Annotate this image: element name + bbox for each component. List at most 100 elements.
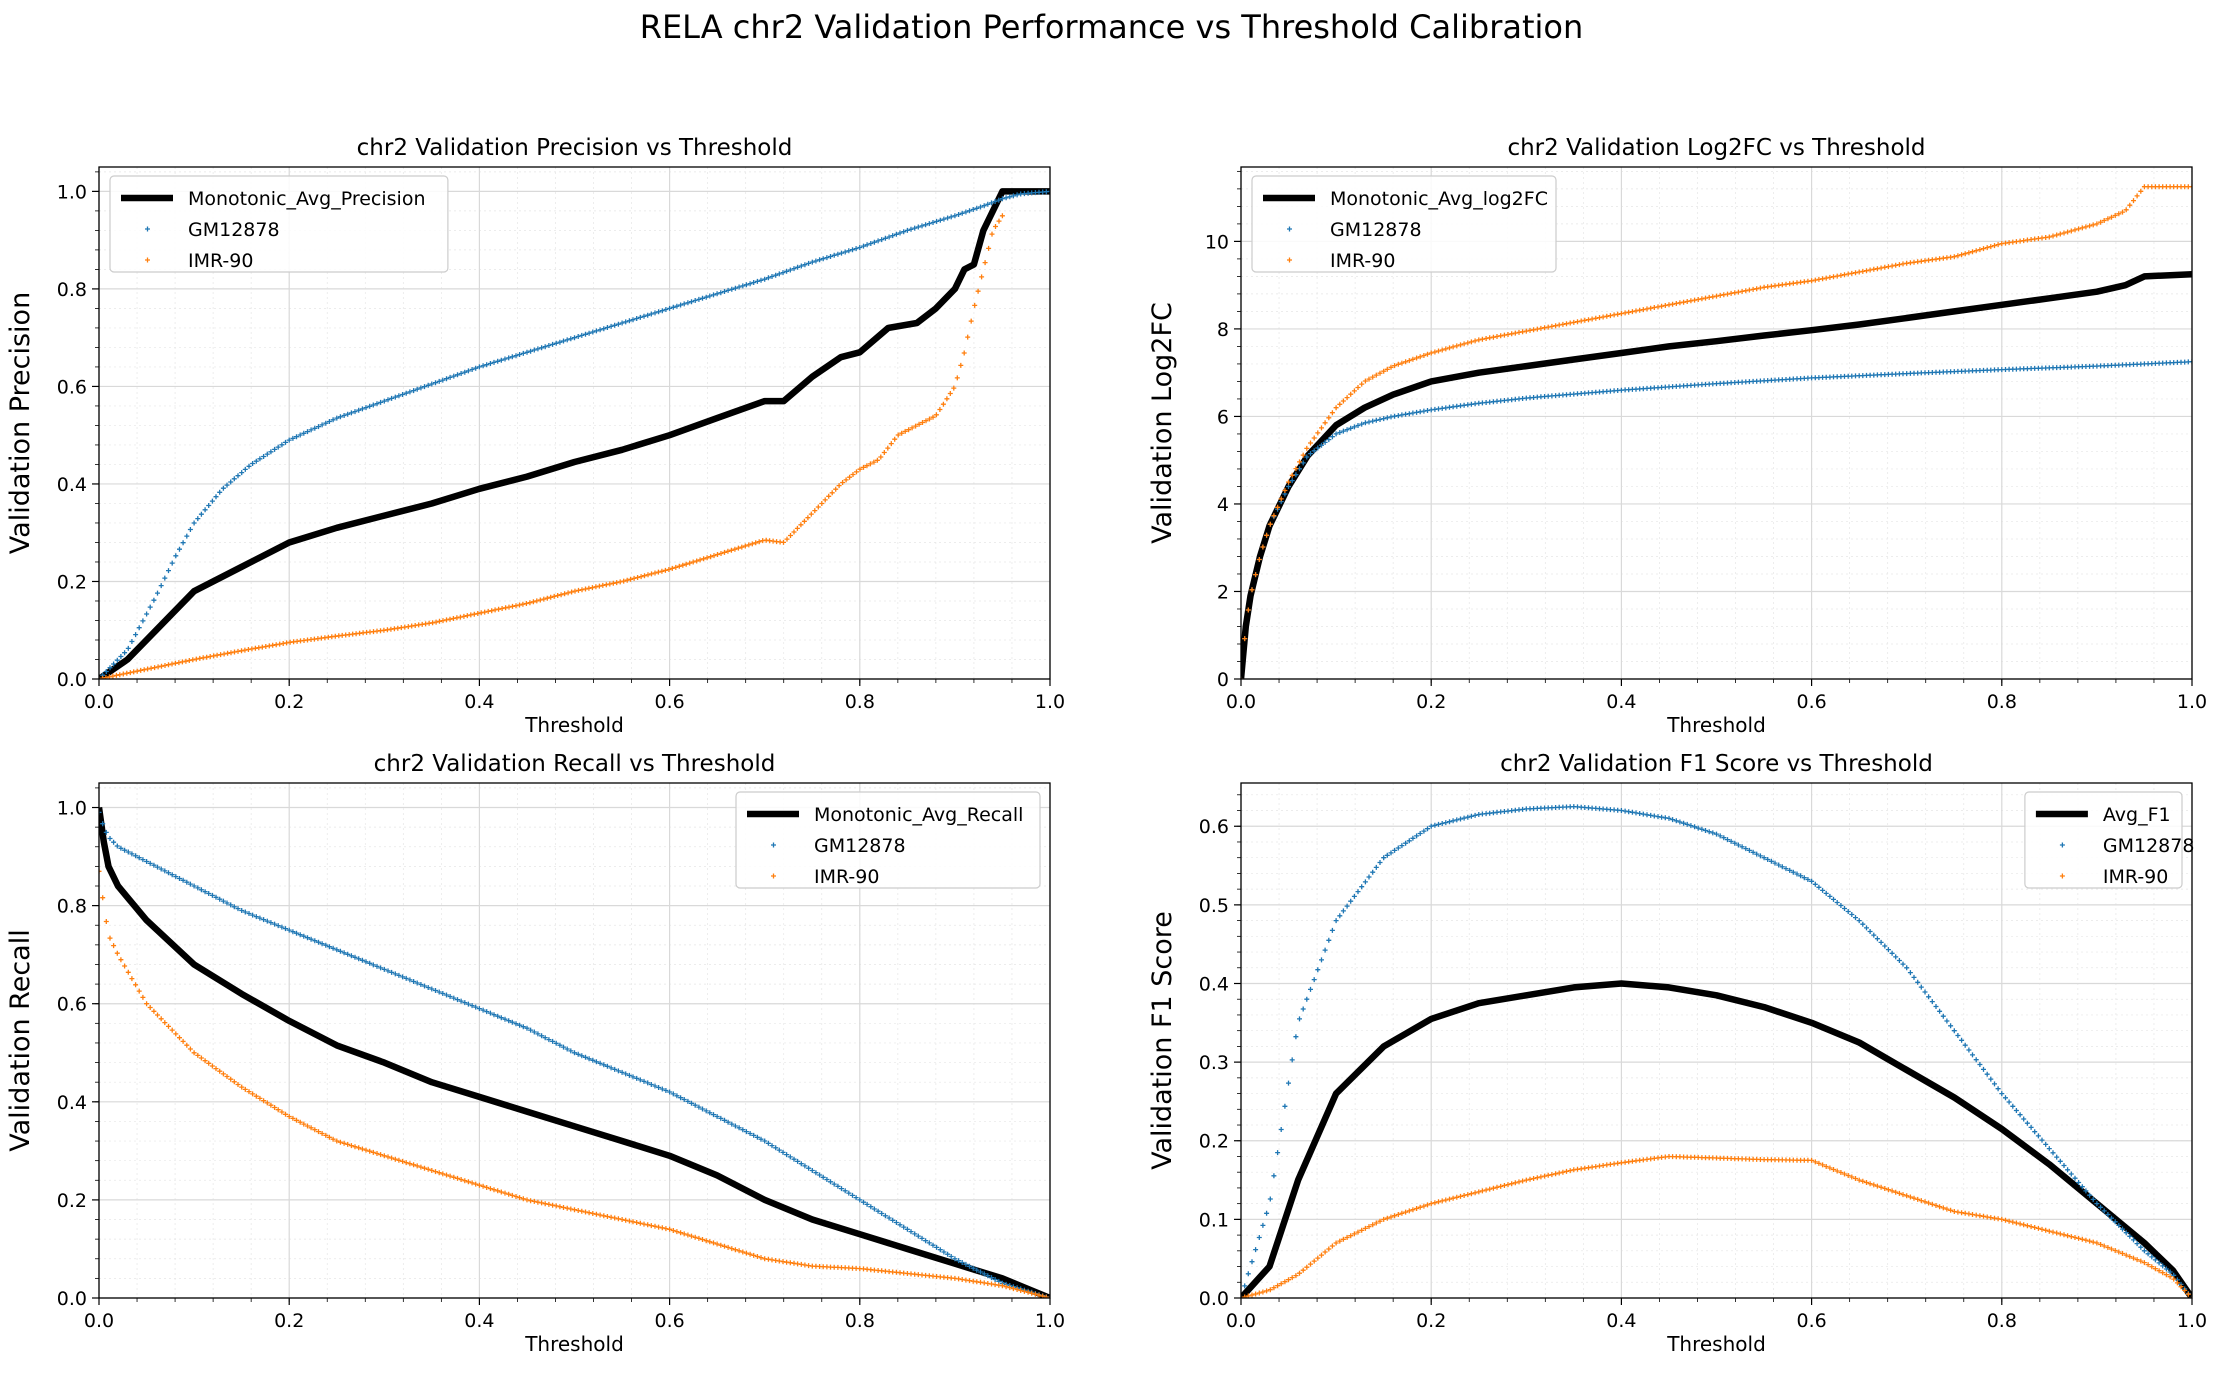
- series-point-gm12878: [316, 939, 321, 945]
- series-point-gm12878: [678, 302, 684, 308]
- series-point-imr-90: [2138, 1258, 2144, 1264]
- series-point-gm12878: [2065, 1167, 2071, 1173]
- series-point-gm12878: [2127, 1233, 2133, 1239]
- series-point-imr-90: [301, 1121, 307, 1127]
- series-point-gm12878: [945, 1251, 951, 1257]
- series-point-gm12878: [495, 358, 501, 364]
- series-point-imr-90: [183, 658, 189, 664]
- series-point-imr-90: [2068, 1234, 2074, 1240]
- series-point-gm12878: [1988, 1076, 1994, 1082]
- series-point-imr-90: [429, 1168, 435, 1173]
- series-point-gm12878: [2123, 1230, 2129, 1236]
- series-point-gm12878: [886, 1215, 892, 1221]
- series-point-gm12878: [1432, 822, 1438, 828]
- series-point-imr-90: [228, 650, 234, 656]
- series-point-gm12878: [290, 929, 296, 935]
- series-point-gm12878: [455, 372, 460, 378]
- axes-frame: [1240, 166, 2193, 680]
- series-point-gm12878: [864, 1201, 870, 1207]
- series-point-gm12878: [1359, 421, 1365, 427]
- series-point-gm12878: [1710, 830, 1716, 836]
- series-point-gm12878: [1915, 979, 1921, 985]
- series-point-imr-90: [747, 1251, 753, 1257]
- series-point-gm12878: [187, 527, 193, 532]
- series-point-gm12878: [1856, 918, 1862, 924]
- series-point-imr-90: [1245, 607, 1251, 613]
- series-point-gm12878: [1333, 431, 1339, 437]
- series-point-gm12878: [824, 255, 830, 261]
- series-point-gm12878: [1860, 921, 1866, 927]
- series-point-imr-90: [885, 445, 891, 451]
- series-point-imr-90: [2028, 1224, 2034, 1230]
- series-point-gm12878: [919, 223, 925, 229]
- series-point-gm12878: [1355, 423, 1361, 428]
- series-point-gm12878: [370, 962, 376, 968]
- legend-marker-swatch: [1287, 257, 1292, 263]
- series-point-imr-90: [2149, 1264, 2155, 1270]
- series-point-gm12878: [561, 1044, 566, 1050]
- series-point-imr-90: [630, 1219, 636, 1225]
- series-point-gm12878: [1315, 967, 1321, 973]
- series-point-imr-90: [696, 1235, 702, 1241]
- series-point-gm12878: [473, 1004, 479, 1010]
- series-point-imr-90: [1465, 1192, 1471, 1198]
- series-point-imr-90: [1948, 1207, 1954, 1213]
- series-point-imr-90: [1589, 316, 1595, 322]
- series-point-gm12878: [224, 482, 230, 488]
- series-point-gm12878: [2098, 1204, 2104, 1210]
- series-point-imr-90: [133, 982, 139, 988]
- series-point-gm12878: [1798, 873, 1804, 879]
- series-point-gm12878: [996, 197, 1002, 203]
- series-point-imr-90: [1032, 1291, 1038, 1297]
- series-point-gm12878: [1838, 903, 1844, 908]
- y-tick-label: 2: [1217, 581, 1229, 603]
- series-point-gm12878: [623, 319, 629, 325]
- series-point-imr-90: [1688, 298, 1694, 304]
- series-point-imr-90: [1293, 466, 1299, 472]
- series-point-imr-90: [202, 1058, 208, 1064]
- series-point-imr-90: [502, 1190, 508, 1196]
- series-point-imr-90: [662, 567, 668, 573]
- series-point-imr-90: [1904, 1193, 1910, 1199]
- series-point-gm12878: [765, 1140, 771, 1146]
- legend-label: GM12878: [2103, 835, 2195, 857]
- series-point-gm12878: [967, 1263, 972, 1269]
- series-point-gm12878: [608, 323, 614, 329]
- series-point-gm12878: [1864, 925, 1869, 931]
- series-point-imr-90: [2017, 1221, 2023, 1227]
- subplot-title: chr2 Validation Log2FC vs Threshold: [1507, 135, 1925, 161]
- series-point-imr-90: [1018, 1288, 1024, 1293]
- series-point-imr-90: [975, 288, 981, 294]
- series-point-imr-90: [520, 601, 526, 607]
- series-point-imr-90: [986, 245, 992, 251]
- series-point-imr-90: [305, 1123, 310, 1129]
- series-point-imr-90: [669, 565, 675, 571]
- series-point-imr-90: [641, 1221, 647, 1227]
- series-point-gm12878: [813, 258, 819, 264]
- series-point-imr-90: [2065, 1233, 2071, 1239]
- series-point-imr-90: [228, 1076, 234, 1082]
- series-point-gm12878: [645, 312, 651, 318]
- series-point-gm12878: [1436, 821, 1441, 827]
- series-point-imr-90: [1531, 1176, 1537, 1181]
- y-tick-label: 0.4: [57, 1092, 87, 1114]
- series-point-gm12878: [1362, 420, 1368, 426]
- series-point-gm12878: [224, 900, 230, 906]
- series-point-gm12878: [546, 1037, 552, 1043]
- series-point-gm12878: [144, 611, 150, 617]
- series-point-imr-90: [1970, 249, 1975, 255]
- series-point-gm12878: [857, 1197, 863, 1203]
- series-point-imr-90: [1337, 401, 1343, 407]
- series-point-imr-90: [520, 1196, 526, 1202]
- series-point-imr-90: [920, 420, 925, 425]
- series-point-gm12878: [517, 1022, 523, 1028]
- series-point-imr-90: [740, 1249, 746, 1255]
- series-point-gm12878: [641, 1078, 647, 1084]
- y-tick-label: 0.4: [1199, 973, 1229, 995]
- series-point-imr-90: [972, 302, 978, 308]
- series-point-imr-90: [833, 486, 839, 492]
- series-point-gm12878: [352, 409, 358, 415]
- series-point-gm12878: [791, 1156, 797, 1162]
- series-point-gm12878: [615, 321, 621, 327]
